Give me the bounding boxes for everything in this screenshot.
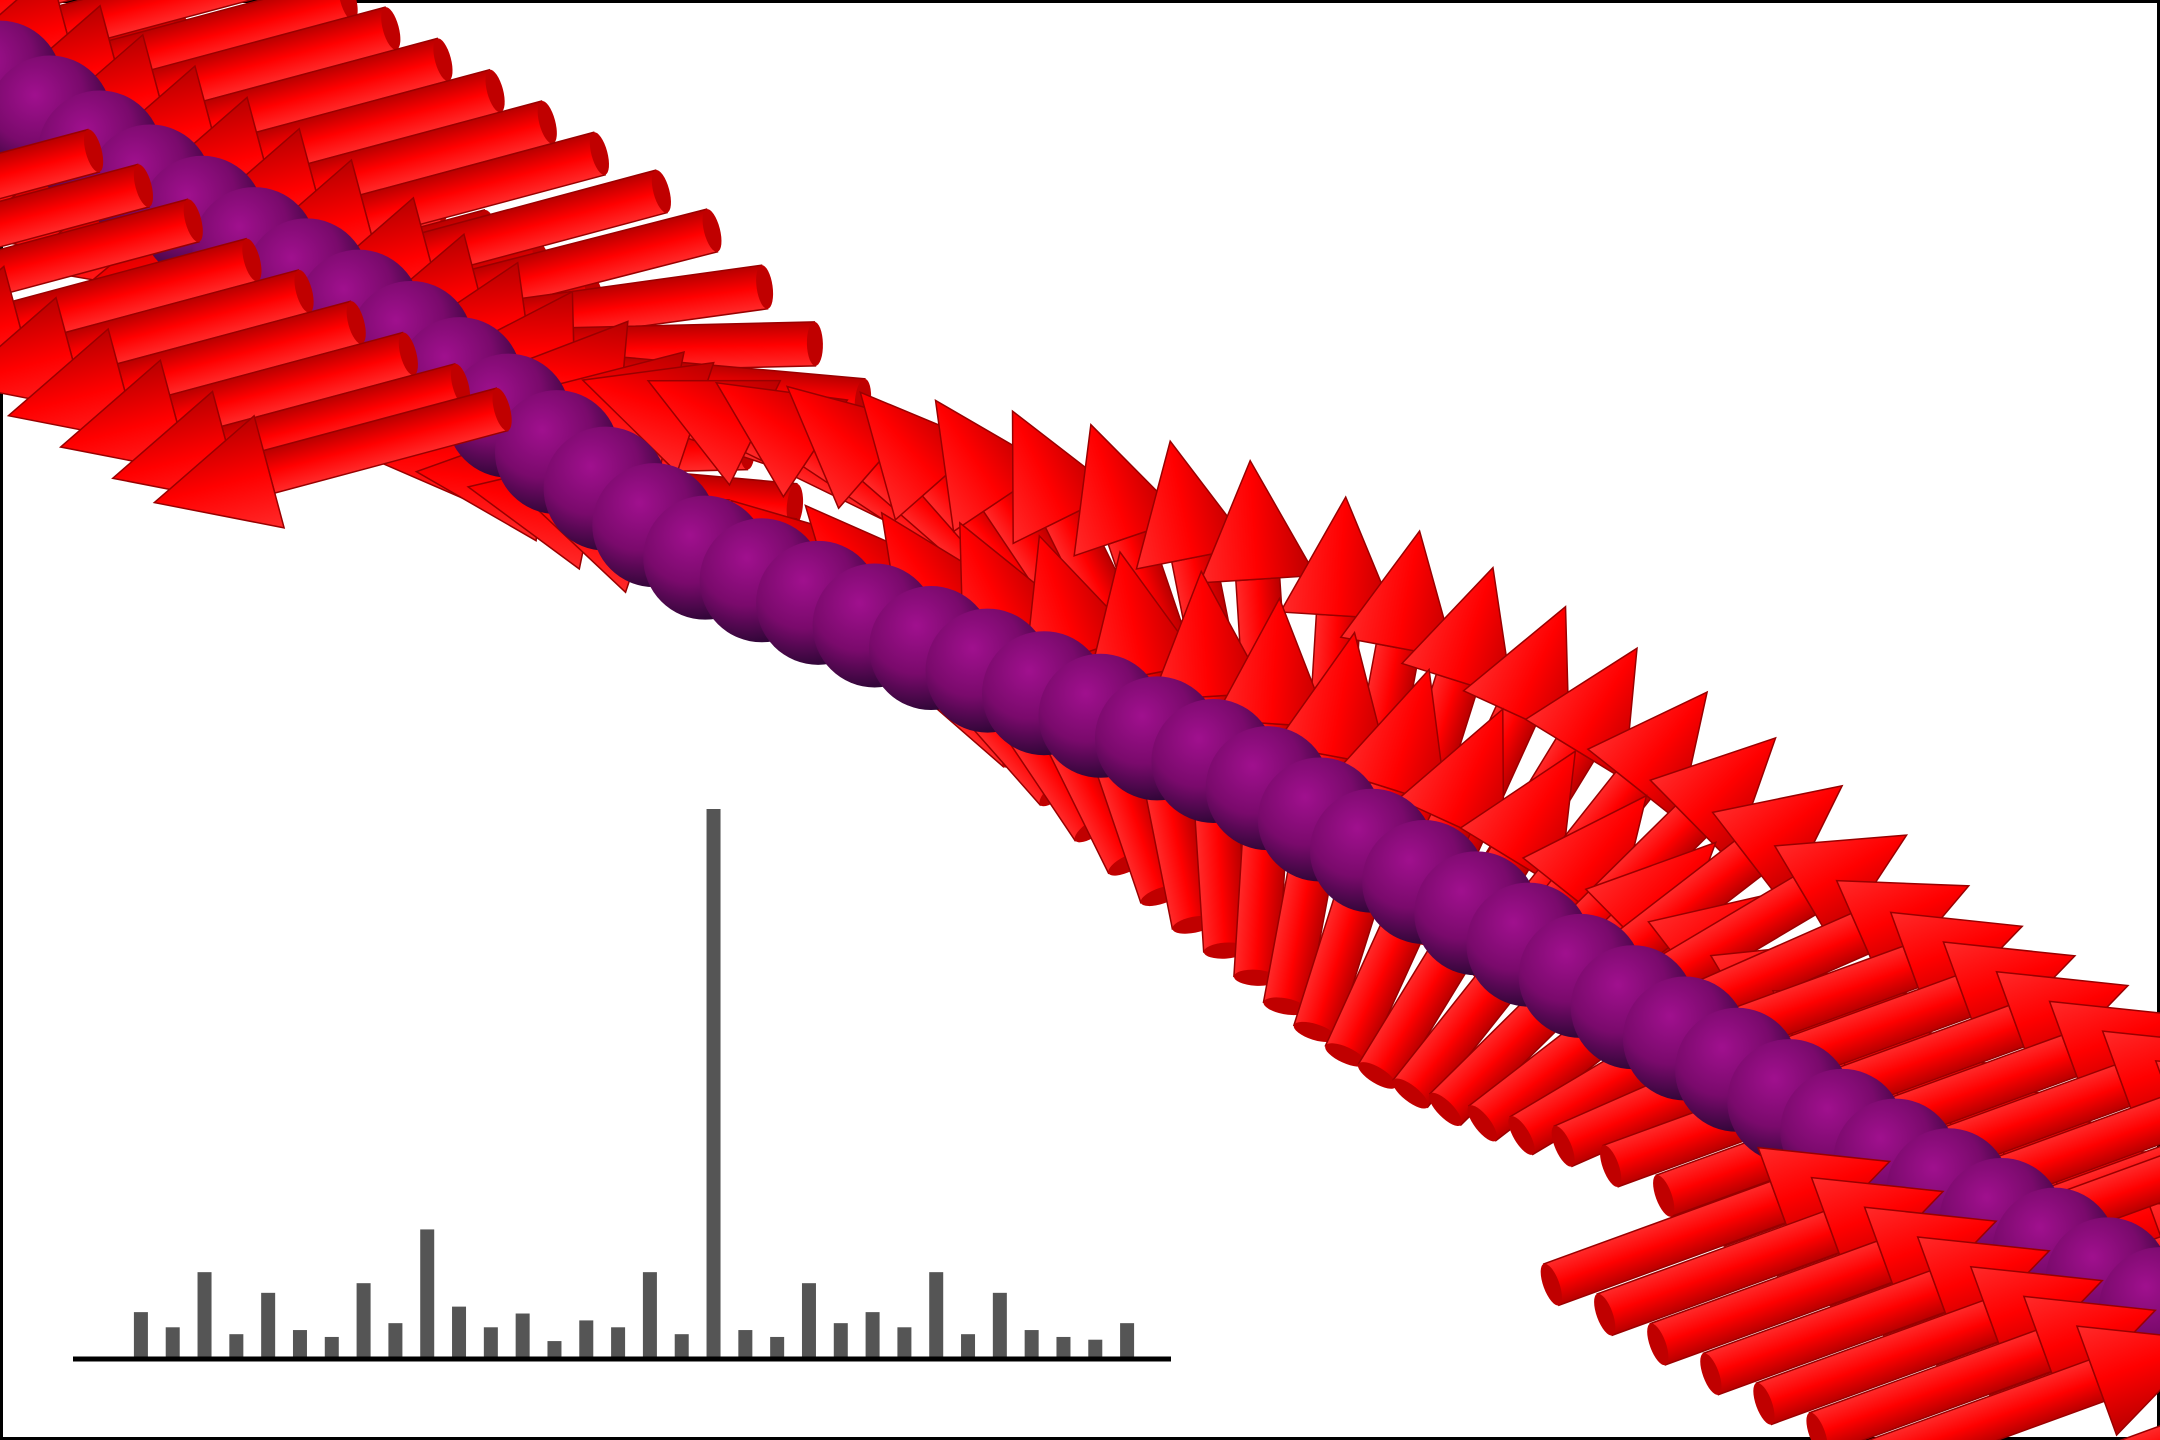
bar [388,1323,403,1359]
arrow-head [934,399,1052,533]
arrow-shaft-end [1325,1043,1366,1067]
bar [674,1334,689,1359]
bar [261,1292,276,1359]
arrow-head [2075,1325,2160,1437]
arrow-shaft-end [1594,1293,1616,1336]
bar [706,809,721,1359]
arrow-head [1400,565,1514,700]
bar [738,1330,753,1359]
arrow-shaft-end [398,332,418,376]
bar [197,1272,212,1359]
bar [929,1272,944,1359]
arrow-shaft-end [338,0,358,21]
arrow-shaft-end [1428,1092,1462,1127]
bar-inset [73,809,1171,1362]
arrow-shaft-end [133,164,154,208]
arrow-head [1279,495,1398,621]
spin-arrow [0,163,154,271]
bar [165,1327,180,1359]
arrow-head [1212,596,1331,729]
arrow-shaft-end [485,69,505,113]
bar [1056,1336,1071,1359]
arrow-shaft-end [651,170,671,213]
arrow-shaft-end [1263,997,1307,1016]
bar [483,1327,498,1359]
bar [1024,1330,1039,1359]
arrow-shaft-end [381,7,401,50]
bar [133,1312,148,1359]
bar [897,1327,912,1359]
arrow-shaft-end [294,269,314,313]
arrow-shaft-end [492,388,512,431]
arrow-head [1396,707,1505,849]
spin-arrow [1861,1325,2160,1440]
bar [1088,1339,1103,1359]
arrow-shaft-end [1647,1323,1669,1366]
bar [579,1320,594,1359]
arrow-head [1462,605,1570,741]
bar [770,1336,785,1359]
arrow-shaft-end [537,100,557,144]
bar [801,1283,816,1359]
spin-arrow [152,387,512,529]
arrow-shaft-end [589,132,610,175]
arrow-shaft-end [1357,1062,1397,1089]
arrow-shaft-end [433,38,453,82]
arrow-shaft-end [1392,1078,1429,1109]
arrow-shaft-end [1753,1382,1775,1425]
arrow-shaft-end [1540,1263,1562,1306]
spin-arrow [0,198,203,306]
bar [961,1334,976,1359]
bar [992,1292,1007,1359]
arrow-head [1273,630,1390,768]
arrow-shaft-end [1806,1412,1828,1440]
arrow-shaft-end [1293,1021,1336,1043]
bar [611,1327,626,1359]
arrow-head [1334,667,1448,808]
arrow-shaft-end [786,483,804,528]
arrow-shaft-end [183,199,203,242]
spin-arrow [0,128,104,236]
arrow-shaft-end [346,301,366,344]
arrow-shaft-end [1653,1174,1675,1217]
bar [642,1272,657,1359]
arrow-head [1648,736,1777,865]
arrow-head [1011,409,1119,545]
arrow-shaft-end [1508,1116,1535,1155]
bar [229,1334,244,1359]
bar [515,1313,530,1359]
bar [833,1323,848,1359]
bar [356,1283,371,1359]
arrow-shaft-end [702,209,722,252]
bar [865,1312,880,1359]
arrow-shaft-end [806,321,823,366]
arrows-front [0,128,2160,1440]
bar [324,1336,339,1359]
arrow-head [859,391,984,522]
bar [292,1330,307,1359]
arrow-shaft-end [1700,1353,1722,1395]
bar [1120,1323,1135,1359]
bar [452,1306,467,1359]
arrow-shaft-end [1600,1145,1622,1187]
arrow-head [1150,569,1269,702]
arrow-shaft-end [1551,1125,1575,1167]
arrow-head [1198,458,1317,584]
arrow-head [152,414,286,529]
arrow-shaft-end [756,265,774,309]
arrow-head [1339,529,1456,660]
bar [547,1341,562,1359]
arrow-shaft-end [242,238,262,282]
bar [420,1229,435,1359]
arrow-shaft-end [1467,1105,1498,1142]
arrow-shaft-end [83,129,104,173]
